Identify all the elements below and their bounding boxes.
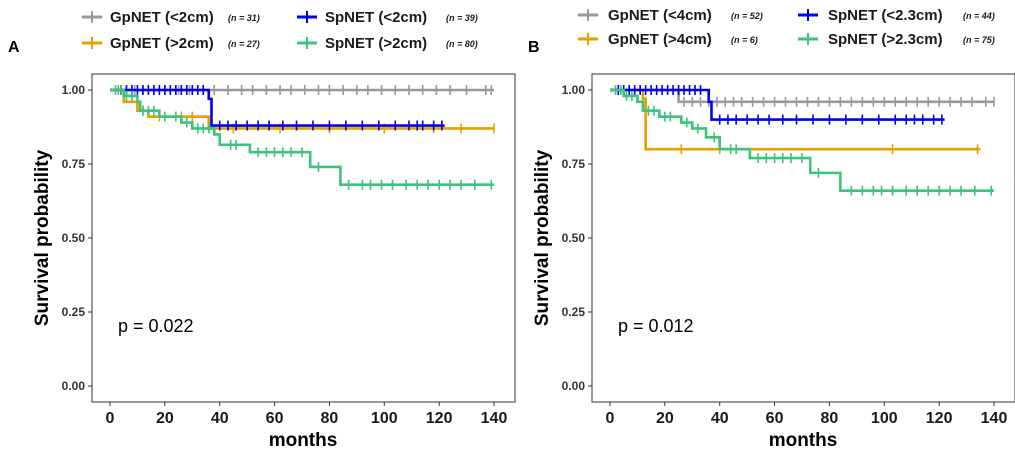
x-tick-label: 40 — [211, 410, 229, 427]
survival-curve-b-2 — [610, 88, 945, 121]
legend-count: (n = 80) — [446, 39, 478, 49]
panel-a-y-axis-title: Survival probability — [32, 149, 53, 326]
legend-label: SpNET (>2cm) — [325, 35, 427, 52]
legend-label: GpNET (>2cm) — [110, 35, 214, 52]
legend-entry-b-2: SpNET (<2.3cm) (n = 44) — [798, 7, 995, 24]
legend-label: SpNET (<2.3cm) — [828, 7, 943, 24]
y-tick-label: 0.50 — [62, 231, 86, 245]
legend-entry-b-1: GpNET (>4cm) (n = 6) — [578, 31, 758, 48]
y-tick-label: 1.00 — [562, 83, 586, 97]
legend-count: (n = 31) — [228, 13, 260, 23]
panel-a-plot-area — [91, 73, 516, 403]
panel-a-pvalue: p = 0.022 — [118, 316, 194, 336]
x-tick-label: 140 — [981, 410, 1008, 427]
legend-entry-a-0: GpNET (<2cm) (n = 31) — [82, 9, 260, 26]
legend-count: (n = 39) — [446, 13, 478, 23]
y-tick-label: 1.00 — [62, 83, 86, 97]
legend-entry-a-2: SpNET (<2cm) (n = 39) — [297, 9, 478, 26]
panel-b-x-axis-title: months — [769, 430, 838, 451]
x-tick-label: 80 — [821, 410, 839, 427]
panel-b-pvalue: p = 0.012 — [618, 316, 694, 336]
x-tick-label: 20 — [656, 410, 674, 427]
panel-b-label: B — [528, 39, 540, 56]
panel-a-x-axis-title: months — [269, 430, 338, 451]
legend-label: GpNET (<2cm) — [110, 9, 214, 26]
panel-b: B GpNET (<4cm) (n = 52) GpNET (>4cm) (n … — [528, 7, 1015, 451]
x-tick-label: 120 — [926, 410, 953, 427]
x-tick-label: 60 — [266, 410, 284, 427]
legend-entry-a-3: SpNET (>2cm) (n = 80) — [297, 35, 478, 52]
legend-count: (n = 75) — [963, 35, 995, 45]
x-tick-label: 20 — [156, 410, 174, 427]
x-tick-label: 80 — [321, 410, 339, 427]
panel-b-y-axis-title: Survival probability — [532, 149, 553, 326]
y-tick-label: 0.75 — [62, 157, 86, 171]
x-tick-label: 0 — [106, 410, 115, 427]
y-tick-label: 0.25 — [62, 305, 86, 319]
legend-count: (n = 27) — [228, 39, 260, 49]
legend-entry-b-3: SpNET (>2.3cm) (n = 75) — [798, 31, 995, 48]
panel-b-legend: GpNET (<4cm) (n = 52) GpNET (>4cm) (n = … — [578, 7, 995, 48]
panel-b-plot-area — [591, 73, 1015, 403]
legend-entry-a-1: GpNET (>2cm) (n = 27) — [82, 35, 260, 52]
x-tick-label: 100 — [871, 410, 898, 427]
panel-a-series — [110, 85, 495, 190]
y-tick-label: 0.00 — [62, 379, 86, 393]
legend-label: SpNET (>2.3cm) — [828, 31, 943, 48]
panel-a: A GpNET (<2cm) (n = 31) GpNET (>2cm) (n … — [8, 9, 516, 451]
x-tick-label: 40 — [711, 410, 729, 427]
x-tick-label: 60 — [766, 410, 784, 427]
panel-b-series — [610, 85, 995, 196]
legend-count: (n = 52) — [731, 11, 763, 21]
panel-a-legend: GpNET (<2cm) (n = 31) GpNET (>2cm) (n = … — [82, 9, 478, 52]
x-tick-label: 100 — [371, 410, 398, 427]
panel-b-axes: 0.00 0.25 0.50 0.75 1.00 0 20 40 60 80 100 120 140 — [562, 83, 1008, 427]
legend-entry-b-0: GpNET (<4cm) (n = 52) — [578, 7, 763, 24]
y-tick-label: 0.75 — [562, 157, 586, 171]
legend-count: (n = 44) — [963, 11, 995, 21]
panel-a-label: A — [8, 39, 20, 56]
y-tick-label: 0.25 — [562, 305, 586, 319]
legend-label: SpNET (<2cm) — [325, 9, 427, 26]
legend-label: GpNET (>4cm) — [608, 31, 712, 48]
y-tick-label: 0.00 — [562, 379, 586, 393]
x-tick-label: 120 — [426, 410, 453, 427]
panel-a-axes: 0.00 0.25 0.50 0.75 1.00 0 20 40 60 80 100 120 140 — [62, 83, 508, 427]
x-tick-label: 0 — [606, 410, 615, 427]
x-tick-label: 140 — [481, 410, 508, 427]
survival-curve-a-3 — [110, 88, 494, 187]
legend-count: (n = 6) — [731, 35, 758, 45]
survival-curve-b-3 — [610, 88, 994, 192]
y-tick-label: 0.50 — [562, 231, 586, 245]
legend-label: GpNET (<4cm) — [608, 7, 712, 24]
